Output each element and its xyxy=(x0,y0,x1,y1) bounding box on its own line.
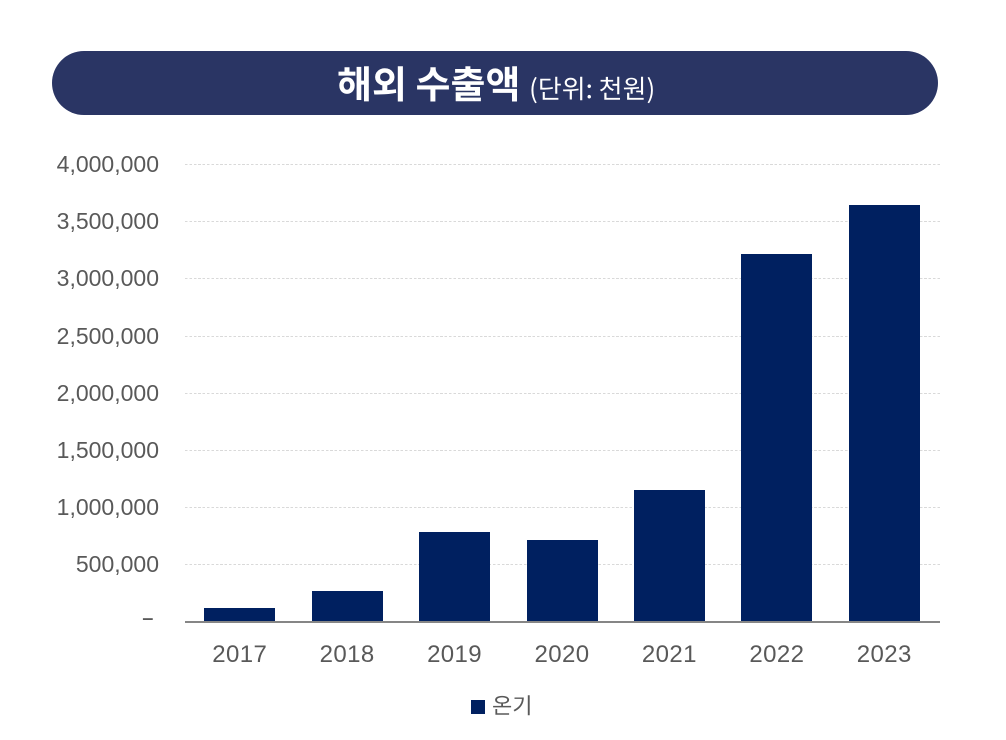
gridline-2000000 xyxy=(185,392,940,394)
legend-label: 온기 xyxy=(492,688,533,720)
chart-title-banner: 해외 수출액 (단위: 천원) xyxy=(52,51,938,115)
x-tick-label-2019: 2019 xyxy=(427,641,483,668)
legend-label-glyphs xyxy=(493,694,530,715)
y-tick-label: 3,500,000 xyxy=(56,208,159,235)
x-tick-label-2021: 2021 xyxy=(641,641,697,668)
bar-2020 xyxy=(526,539,598,622)
chart-title-glyphs xyxy=(338,66,517,102)
y-tick-label: 500,000 xyxy=(75,551,159,578)
y-tick-label: 2,500,000 xyxy=(56,322,159,349)
bar-2021 xyxy=(633,490,705,622)
bar-2022 xyxy=(741,253,813,622)
gridline-1000000 xyxy=(185,507,940,509)
bar-2017 xyxy=(204,607,276,622)
y-tick-label: 1,000,000 xyxy=(56,494,159,521)
bar-2023 xyxy=(848,204,920,622)
gridline-3000000 xyxy=(185,278,940,280)
y-tick-label: 3,000,000 xyxy=(56,265,159,292)
x-tick-label-2017: 2017 xyxy=(212,641,268,668)
x-tick-label-2023: 2023 xyxy=(856,641,912,668)
bar-2018 xyxy=(311,591,383,622)
bar-2019 xyxy=(419,532,491,622)
chart-title-unit: (단위: 천원) xyxy=(529,68,655,106)
y-tick-label: - xyxy=(141,604,155,631)
x-axis-line xyxy=(185,621,940,623)
chart-title-unit-glyphs xyxy=(531,76,653,104)
gridline-2500000 xyxy=(185,335,940,337)
legend-swatch xyxy=(471,700,485,714)
gridline-3500000 xyxy=(185,221,940,223)
y-tick-label: 2,000,000 xyxy=(56,379,159,406)
x-tick-label-2018: 2018 xyxy=(319,641,375,668)
y-tick-label: 1,500,000 xyxy=(56,437,159,464)
gridline-1500000 xyxy=(185,449,940,451)
x-tick-label-2022: 2022 xyxy=(749,641,805,668)
chart-title: 해외 수출액 xyxy=(337,54,520,109)
x-tick-label-2020: 2020 xyxy=(534,641,590,668)
gridline-4000000 xyxy=(185,163,940,166)
y-tick-label: 4,000,000 xyxy=(56,151,159,178)
